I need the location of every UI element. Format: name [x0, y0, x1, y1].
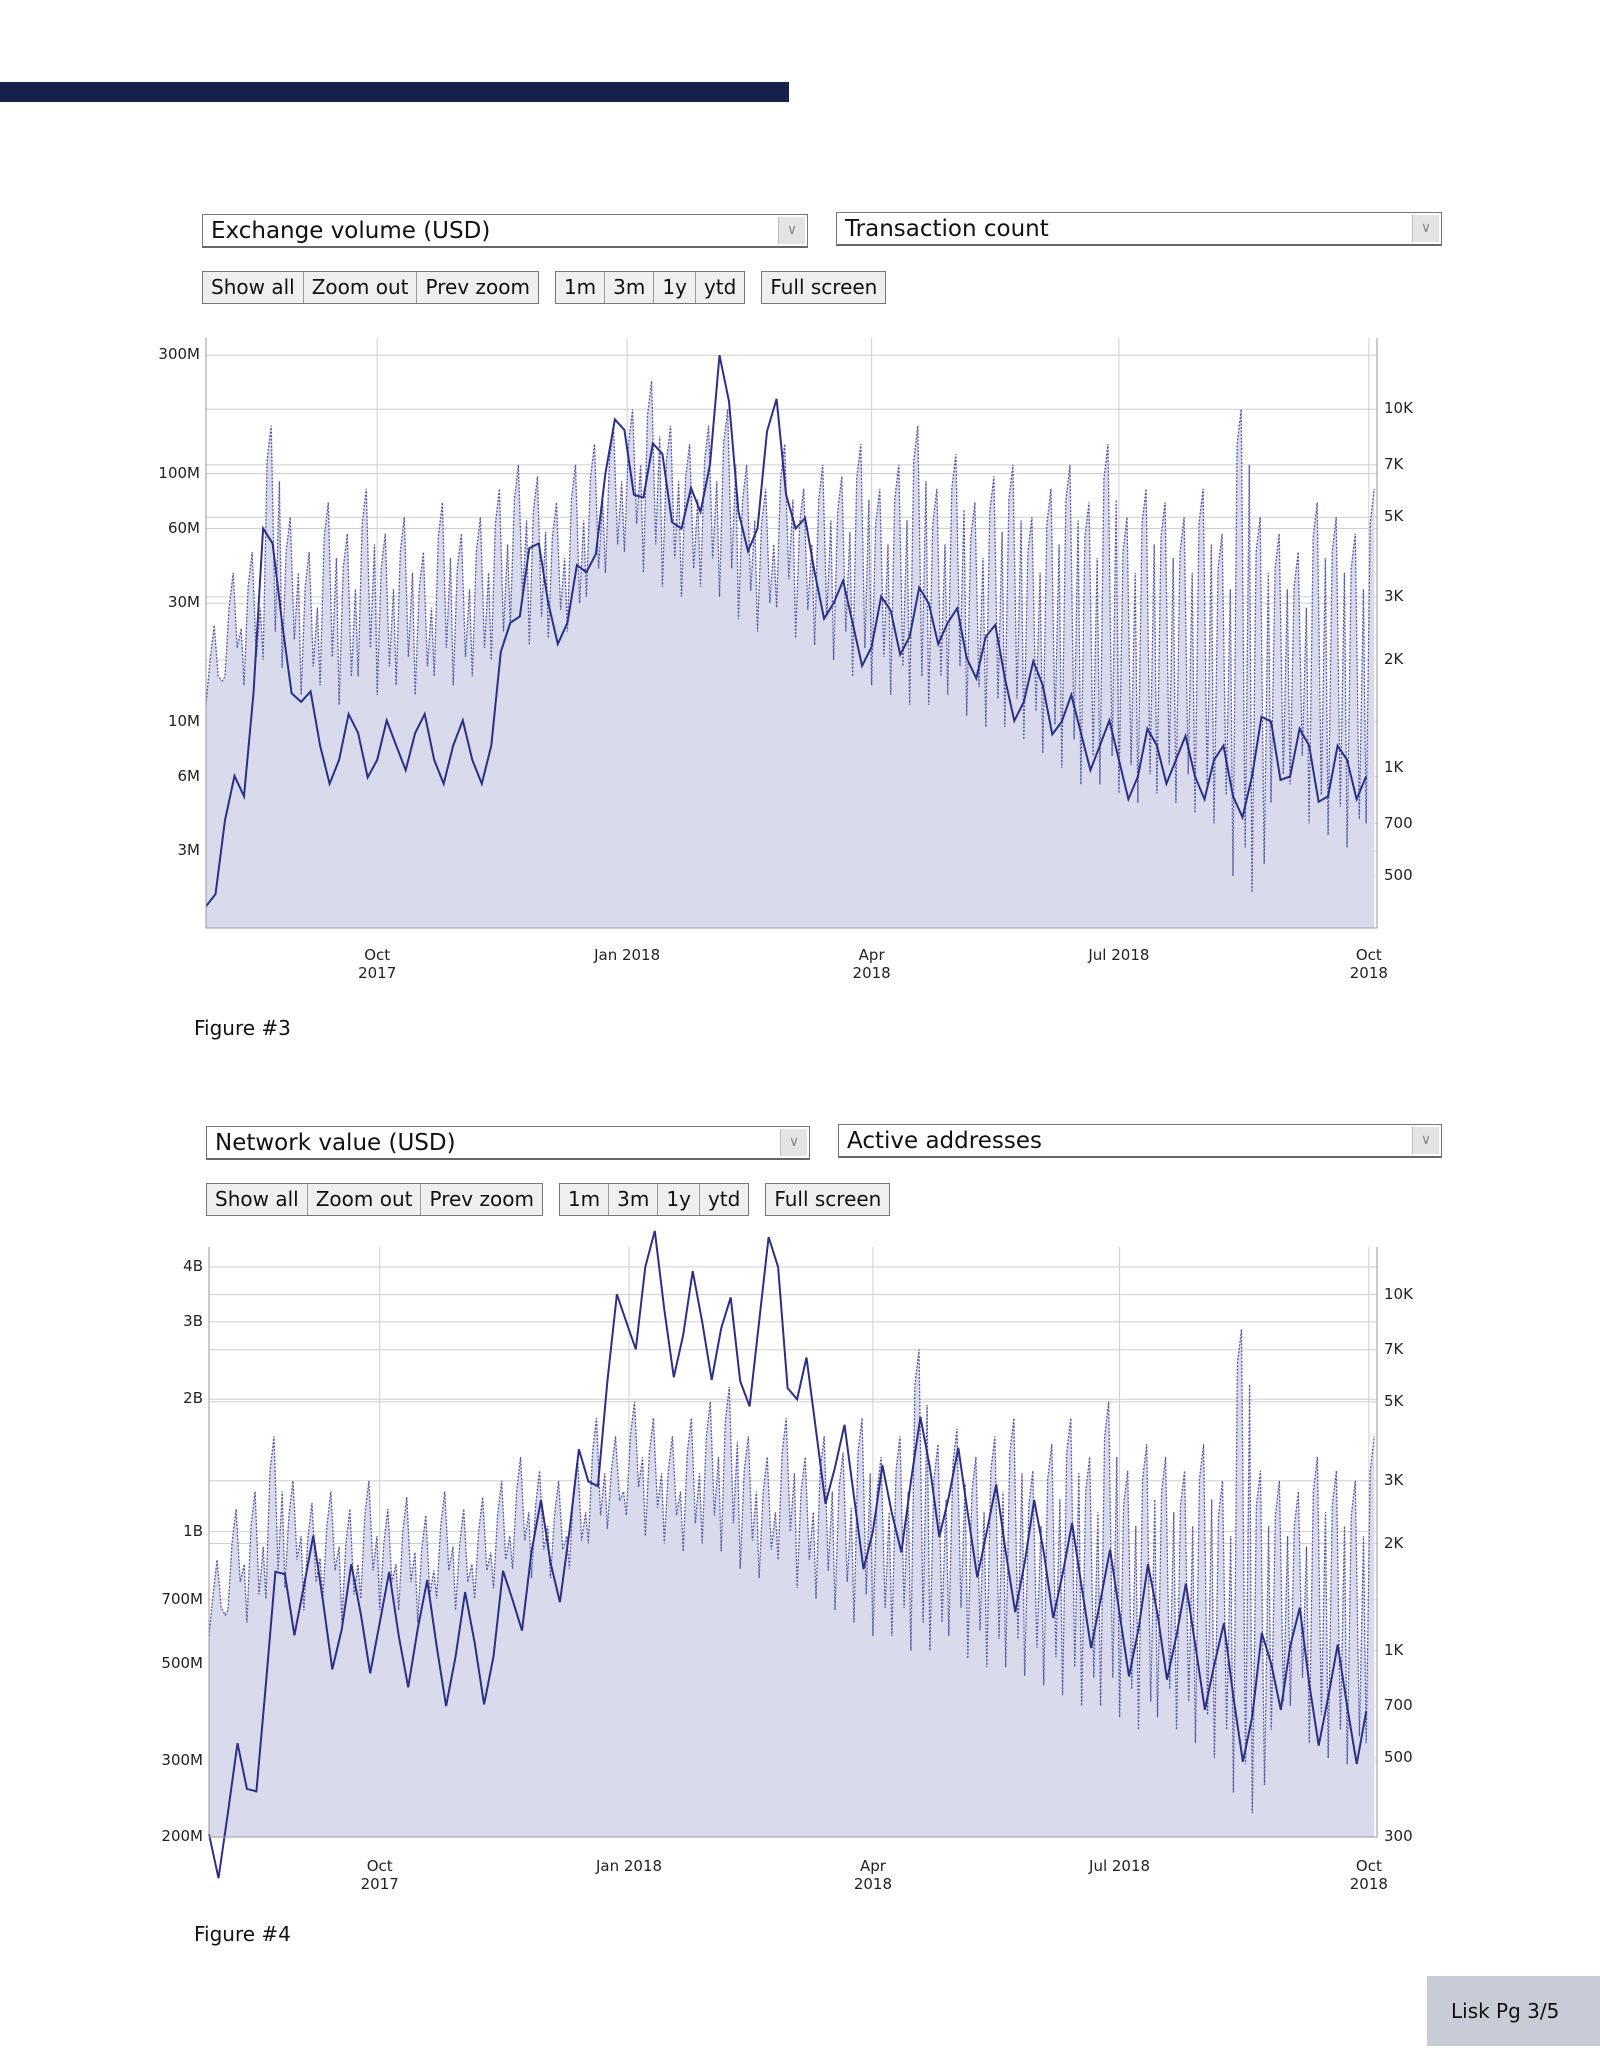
- chevron-down-icon[interactable]: ∨: [780, 1129, 807, 1156]
- secondary-series-area: [206, 380, 1375, 928]
- y-tick-right: 3K: [1384, 586, 1404, 605]
- y-tick-left: 10M: [167, 711, 200, 730]
- header-bar: [0, 82, 789, 102]
- page-footer: Lisk Pg 3/5: [1427, 1976, 1600, 2046]
- range-1m-button[interactable]: 1m: [560, 1184, 610, 1215]
- y-tick-right: 7K: [1384, 1339, 1404, 1358]
- x-tick-label: Jan 2018: [594, 946, 661, 964]
- y-tick-right: 700: [1384, 813, 1413, 832]
- chevron-down-icon[interactable]: ∨: [1412, 215, 1439, 242]
- range-1m-button[interactable]: 1m: [556, 272, 606, 303]
- y-tick-left: 30M: [167, 593, 200, 612]
- y-tick-right: 300: [1384, 1827, 1413, 1845]
- y-tick-right: 2K: [1384, 649, 1404, 668]
- y-tick-left: 3B: [183, 1311, 203, 1330]
- primary-series-line: [205, 354, 1368, 907]
- y-tick-right: 7K: [1384, 454, 1404, 473]
- zoom-out-button[interactable]: Zoom out: [308, 1184, 422, 1215]
- y-tick-right: 5K: [1384, 1391, 1404, 1410]
- y-tick-right: 2K: [1384, 1533, 1404, 1552]
- left-metric-value: Exchange volume (USD): [211, 218, 491, 244]
- primary-series-line: [208, 1230, 1368, 1879]
- zoom-toolbar: Show all Zoom out Prev zoom 1m 3m 1y ytd Full…: [206, 1183, 906, 1216]
- y-tick-left: 2B: [183, 1389, 203, 1408]
- right-metric-value: Transaction count: [845, 216, 1049, 242]
- left-metric-select[interactable]: Exchange volume (USD) ∨: [202, 214, 808, 248]
- range-ytd-button[interactable]: ytd: [703, 275, 737, 299]
- y-tick-left: 500M: [161, 1653, 203, 1672]
- secondary-series-line: [205, 380, 1375, 893]
- left-metric-value: Network value (USD): [215, 1130, 456, 1156]
- figure-caption: Figure #3: [194, 1016, 291, 1040]
- y-tick-right: 5K: [1384, 507, 1404, 526]
- x-tick-label: Apr 2018: [852, 946, 891, 982]
- chevron-down-icon[interactable]: ∨: [778, 217, 805, 244]
- x-tick-label: Oct 2018: [1349, 946, 1388, 982]
- show-all-button[interactable]: Show all: [207, 1184, 308, 1215]
- y-tick-left: 700M: [161, 1589, 203, 1608]
- x-tick-label: Jan 2018: [595, 1857, 663, 1875]
- y-tick-right: 500: [1384, 1747, 1413, 1766]
- chevron-down-icon[interactable]: ∨: [1412, 1127, 1439, 1154]
- y-tick-left: 300M: [161, 1751, 203, 1770]
- x-tick-label: Apr 2018: [853, 1857, 893, 1893]
- prev-zoom-button[interactable]: Prev zoom: [425, 275, 530, 299]
- zoom-out-button[interactable]: Zoom out: [304, 272, 418, 303]
- x-tick-label: Oct 2017: [358, 946, 397, 982]
- y-tick-right: 3K: [1384, 1470, 1404, 1489]
- right-metric-select[interactable]: Transaction count ∨: [836, 212, 1442, 246]
- show-all-button[interactable]: Show all: [203, 272, 304, 303]
- y-tick-left: 200M: [161, 1827, 203, 1845]
- y-tick-right: 10K: [1384, 1284, 1413, 1303]
- x-tick-label: Oct 2017: [360, 1857, 399, 1893]
- y-tick-left: 3M: [177, 841, 201, 860]
- range-1y-button[interactable]: 1y: [658, 1184, 700, 1215]
- right-metric-value: Active addresses: [847, 1128, 1042, 1154]
- range-1y-button[interactable]: 1y: [654, 272, 696, 303]
- y-tick-right: 500: [1384, 865, 1413, 884]
- y-tick-right: 700: [1384, 1695, 1413, 1714]
- prev-zoom-button[interactable]: Prev zoom: [429, 1187, 534, 1211]
- full-screen-button[interactable]: Full screen: [770, 275, 878, 299]
- y-tick-left: 6M: [177, 766, 201, 785]
- range-3m-button[interactable]: 3m: [609, 1184, 659, 1215]
- y-tick-left: 60M: [167, 518, 200, 537]
- zoom-toolbar: Show all Zoom out Prev zoom 1m 3m 1y ytd Full…: [202, 271, 902, 304]
- y-tick-right: 1K: [1384, 757, 1404, 776]
- range-3m-button[interactable]: 3m: [605, 272, 655, 303]
- secondary-series-area: [209, 1329, 1375, 1837]
- secondary-series-line: [208, 1329, 1375, 1814]
- y-tick-left: 300M: [158, 345, 200, 364]
- y-tick-left: 4B: [183, 1256, 203, 1275]
- y-tick-left: 100M: [158, 463, 200, 482]
- x-tick-label: Jul 2018: [1089, 1857, 1151, 1875]
- left-metric-select[interactable]: Network value (USD) ∨: [206, 1126, 810, 1160]
- right-metric-select[interactable]: Active addresses ∨: [838, 1124, 1442, 1158]
- full-screen-button[interactable]: Full screen: [774, 1187, 882, 1211]
- figure-caption: Figure #4: [194, 1922, 291, 1946]
- y-tick-right: 10K: [1384, 399, 1413, 418]
- y-tick-left: 1B: [183, 1521, 203, 1540]
- x-tick-label: Oct 2018: [1349, 1857, 1388, 1893]
- y-tick-right: 1K: [1384, 1640, 1404, 1659]
- x-tick-label: Jul 2018: [1088, 946, 1150, 964]
- range-ytd-button[interactable]: ytd: [707, 1187, 741, 1211]
